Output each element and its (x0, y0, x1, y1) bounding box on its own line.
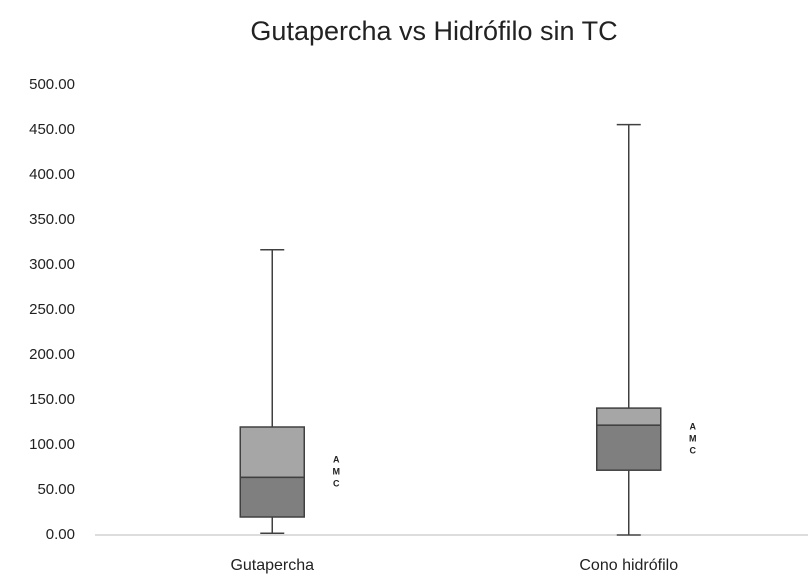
box-lower (239, 476, 305, 518)
y-tick-label: 250.00 (29, 301, 75, 318)
y-tick-label: 100.00 (29, 436, 75, 453)
y-tick-label: 300.00 (29, 256, 75, 273)
y-tick-label: 0.00 (46, 526, 75, 543)
box-annotation: A (690, 422, 697, 432)
box-upper (596, 407, 662, 426)
y-tick-label: 150.00 (29, 391, 75, 408)
box-upper (239, 426, 305, 479)
x-tick-label: Gutapercha (230, 557, 314, 574)
x-tick-label: Cono hidrófilo (579, 557, 678, 574)
y-tick-label: 400.00 (29, 166, 75, 183)
chart-title: Gutapercha vs Hidrófilo sin TC (250, 16, 617, 46)
y-tick-label: 350.00 (29, 211, 75, 228)
box-lower (596, 424, 662, 471)
box-annotation: M (689, 434, 697, 444)
y-tick-label: 200.00 (29, 346, 75, 363)
box-annotation: M (333, 466, 341, 476)
box-annotation: A (333, 454, 340, 464)
y-tick-label: 500.00 (29, 76, 75, 93)
y-tick-label: 50.00 (37, 481, 75, 498)
y-tick-label: 450.00 (29, 121, 75, 138)
box-annotation: C (333, 478, 340, 488)
box-annotation: C (690, 446, 697, 456)
